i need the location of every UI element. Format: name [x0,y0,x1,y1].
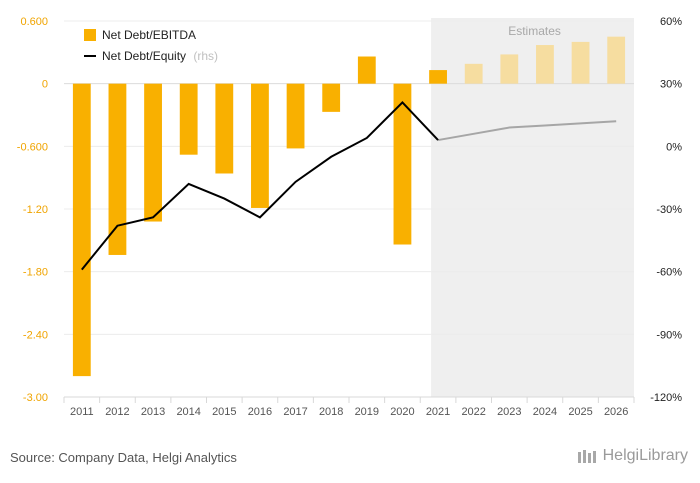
left-tick-label: -1.80 [23,267,48,279]
legend: Net Debt/EBITDA Net Debt/Equity (rhs) [84,28,218,63]
x-tick-label: 2024 [533,406,557,418]
left-tick-label: -2.40 [23,329,48,341]
right-tick-label: 30% [660,79,682,91]
x-tick-label: 2023 [497,406,521,418]
x-axis: 2011 2012 2013 2014 2015 2016 2017 2018 2019 2020… [70,406,628,418]
estimates-region [431,18,634,397]
right-tick-label: 60% [660,16,682,28]
bar-2016 [251,83,269,208]
x-tick-label: 2015 [212,406,236,418]
x-tick-label: 2016 [248,406,272,418]
x-tick-label: 2011 [70,406,94,418]
legend-label-line-name: Net Debt/Equity [102,49,186,63]
bar-2021 [429,70,447,84]
bar-2017 [286,83,305,149]
bar-2014 [179,83,198,155]
left-axis: 0.600 0 -0.600 -1.20 -1.80 -2.40 -3.00 [17,16,48,404]
bar-2018 [322,83,341,112]
legend-label-line-suffix: (rhs) [193,49,218,63]
bar-2025 [571,41,590,84]
legend-swatch-bar [84,29,96,41]
x-tick-label: 2014 [176,406,200,418]
left-tick-label: 0 [42,79,48,91]
bar-2022 [464,63,483,84]
brand-logo: HelgiLibrary [577,447,688,465]
x-tick-label: 2012 [105,406,129,418]
left-tick-label: -3.00 [23,392,48,404]
brand-name: HelgiLibrary [602,447,688,464]
legend-label-line: Net Debt/Equity (rhs) [102,49,218,63]
x-tick-label: 2019 [355,406,379,418]
chart: Estimates 0.600 0 -0.600 -1.20 -1.80 -2.40 -3.… [17,16,682,418]
line-actual [81,101,439,271]
right-tick-label: -120% [650,392,682,404]
x-tick-label: 2022 [461,406,485,418]
x-tick-label: 2021 [426,406,450,418]
bar-2026 [607,36,626,84]
estimates-label: Estimates [508,24,561,38]
library-icon [577,450,596,463]
x-tick-label: 2020 [390,406,414,418]
right-axis: 60% 30% 0% -30% -60% -90% -120% [650,16,682,404]
right-tick-label: -30% [656,204,682,216]
left-tick-label: -1.20 [23,204,48,216]
bar-2019 [357,56,376,84]
legend-label-bar: Net Debt/EBITDA [102,28,196,42]
line-estimates [437,120,617,142]
x-tick-label: 2017 [283,406,307,418]
x-tick-label: 2026 [604,406,628,418]
line-series [81,101,617,271]
left-tick-label: 0.600 [20,16,48,28]
bar-2015 [215,83,234,174]
right-tick-label: -60% [656,267,682,279]
bar-2020 [393,83,412,245]
x-tick-label: 2025 [568,406,592,418]
x-tick-label: 2018 [319,406,343,418]
right-tick-label: 0% [666,141,682,153]
bar-2013 [144,83,162,222]
bar-2023 [500,54,519,84]
left-tick-label: -0.600 [17,141,48,153]
bar-2011 [72,83,91,377]
bar-2012 [108,83,127,255]
bar-2024 [536,45,554,84]
bar-series [72,36,626,377]
right-tick-label: -90% [656,329,682,341]
x-tick-label: 2013 [141,406,165,418]
source-note: Source: Company Data, Helgi Analytics [10,450,237,465]
